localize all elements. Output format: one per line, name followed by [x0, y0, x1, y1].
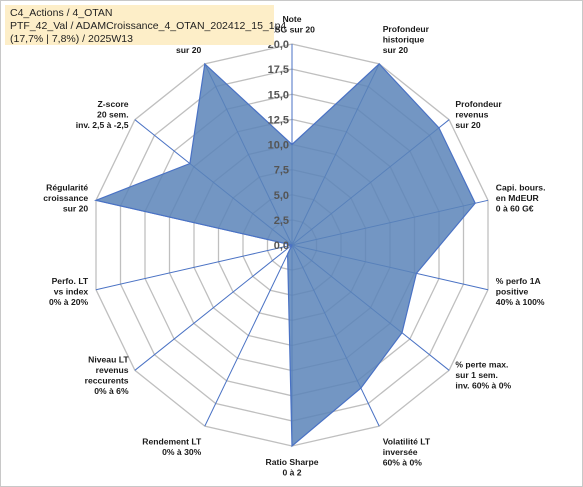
chart-title-box: C4_Actions / 4_OTAN PTF_42_Val / ADAMCro… — [5, 5, 287, 45]
tick-label: 7,5 — [274, 165, 289, 177]
axis-label: Rendement LT 0% à 30% — [142, 436, 202, 457]
tick-label: 17,5 — [268, 64, 289, 76]
axis-label: Profondeur revenus sur 20 — [455, 99, 502, 130]
axis-label: Z-score 20 sem. inv. 2,5 à -2,5 — [76, 99, 129, 130]
tick-label: 5,0 — [274, 190, 289, 202]
axis-label: Profondeur historique sur 20 — [383, 24, 430, 55]
tick-label: 10,0 — [268, 140, 289, 152]
spoke-line — [204, 244, 293, 427]
axis-labels: Note ESG sur 20 Profondeur historique sur 20… — [43, 14, 545, 478]
title-line-2: PTF_42_Val / ADAMCroissance_4_OTAN_20241… — [10, 20, 287, 32]
tick-label: 0,0 — [274, 240, 289, 252]
axis-label: Capi. bours. en MdEUR 0 à 60 G€ — [496, 183, 546, 214]
axis-label: Ratio Sharpe 0 à 2 — [265, 457, 318, 478]
series-layer — [93, 62, 476, 448]
axis-label: % perfo 1A positive 40% à 100% — [496, 276, 545, 307]
axis-label: Note ESG sur 20 — [269, 14, 315, 35]
axis-label: % perte max. sur 1 sem. inv. 60% à 0% — [455, 360, 511, 391]
title-line-1: C4_Actions / 4_OTAN — [10, 7, 113, 19]
axis-label: Perfo. LT vs index 0% à 20% — [49, 276, 89, 307]
spoke-line — [95, 244, 293, 291]
tick-label: 15,0 — [268, 89, 289, 101]
axis-label: Niveau LT revenus reccurents 0% à 6% — [85, 354, 130, 396]
axis-label: Volatilité LT inversée 60% à 0% — [383, 436, 431, 467]
series-area — [93, 62, 476, 448]
title-line-3: (17,7% | 7,8%) / 2025W13 — [10, 33, 133, 45]
tick-label: 12,5 — [268, 114, 289, 126]
axis-label: Régularité croissance sur 20 — [43, 183, 88, 214]
spoke-line — [134, 244, 293, 371]
tick-label: 2,5 — [274, 215, 289, 227]
